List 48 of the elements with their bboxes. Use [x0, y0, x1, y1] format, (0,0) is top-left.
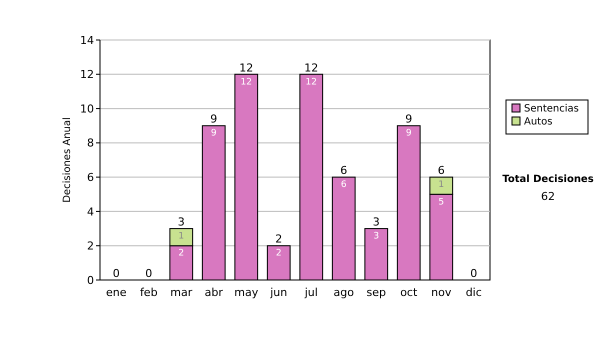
total-label: 9: [405, 112, 412, 126]
data-label: 5: [438, 197, 444, 208]
data-label: 2: [276, 248, 282, 259]
data-label: 12: [306, 77, 317, 88]
x-tick-label: ene: [106, 286, 127, 299]
y-tick-label: 0: [87, 274, 94, 287]
total-label: 12: [304, 61, 318, 74]
data-label: 3: [373, 232, 380, 242]
x-tick-label: dic: [466, 286, 482, 299]
text: 62: [541, 190, 555, 203]
x-tick-label: sep: [366, 286, 386, 299]
y-tick-label: 8: [87, 136, 94, 150]
y-axis-title: Decisiones Anual: [62, 117, 73, 203]
x-tick-label: mar: [170, 286, 193, 299]
total-label: 0: [145, 267, 152, 280]
y-tick-label: 4: [87, 205, 94, 218]
x-tick-label: abr: [204, 286, 224, 299]
total-label: 3: [178, 216, 185, 229]
legend-label: Autos: [524, 116, 552, 128]
x-tick-label: oct: [400, 286, 418, 299]
data-label: 1: [438, 180, 444, 190]
legend-label: Sentencias: [524, 104, 579, 114]
data-label: 12: [240, 77, 252, 88]
y-tick-label: 12: [80, 68, 94, 82]
total-label: 12: [239, 61, 254, 74]
x-tick-label: nov: [431, 286, 452, 299]
x-tick-label: jun: [269, 286, 288, 299]
data-label: 9: [406, 128, 412, 139]
data-label: 2: [178, 248, 184, 259]
data-label: 1: [178, 232, 184, 242]
total-label: 3: [372, 216, 380, 229]
x-tick-label: may: [234, 286, 259, 299]
total-label: 2: [275, 232, 282, 246]
y-tick-label: 6: [87, 170, 94, 184]
total-label: 0: [112, 267, 120, 280]
total-label: 6: [340, 164, 348, 178]
text: Total Decisiones: [502, 174, 594, 185]
total-label: 9: [210, 112, 218, 126]
total-label: 0: [470, 267, 478, 280]
y-tick-label: 2: [87, 240, 94, 253]
y-tick-label: 10: [80, 102, 94, 116]
data-label: 9: [210, 128, 217, 139]
x-tick-label: jul: [304, 286, 318, 299]
data-label: 6: [340, 180, 347, 190]
total-label: 6: [438, 164, 445, 178]
y-tick-label: 14: [80, 34, 94, 47]
x-tick-label: ago: [334, 286, 354, 299]
x-tick-label: feb: [140, 286, 158, 299]
